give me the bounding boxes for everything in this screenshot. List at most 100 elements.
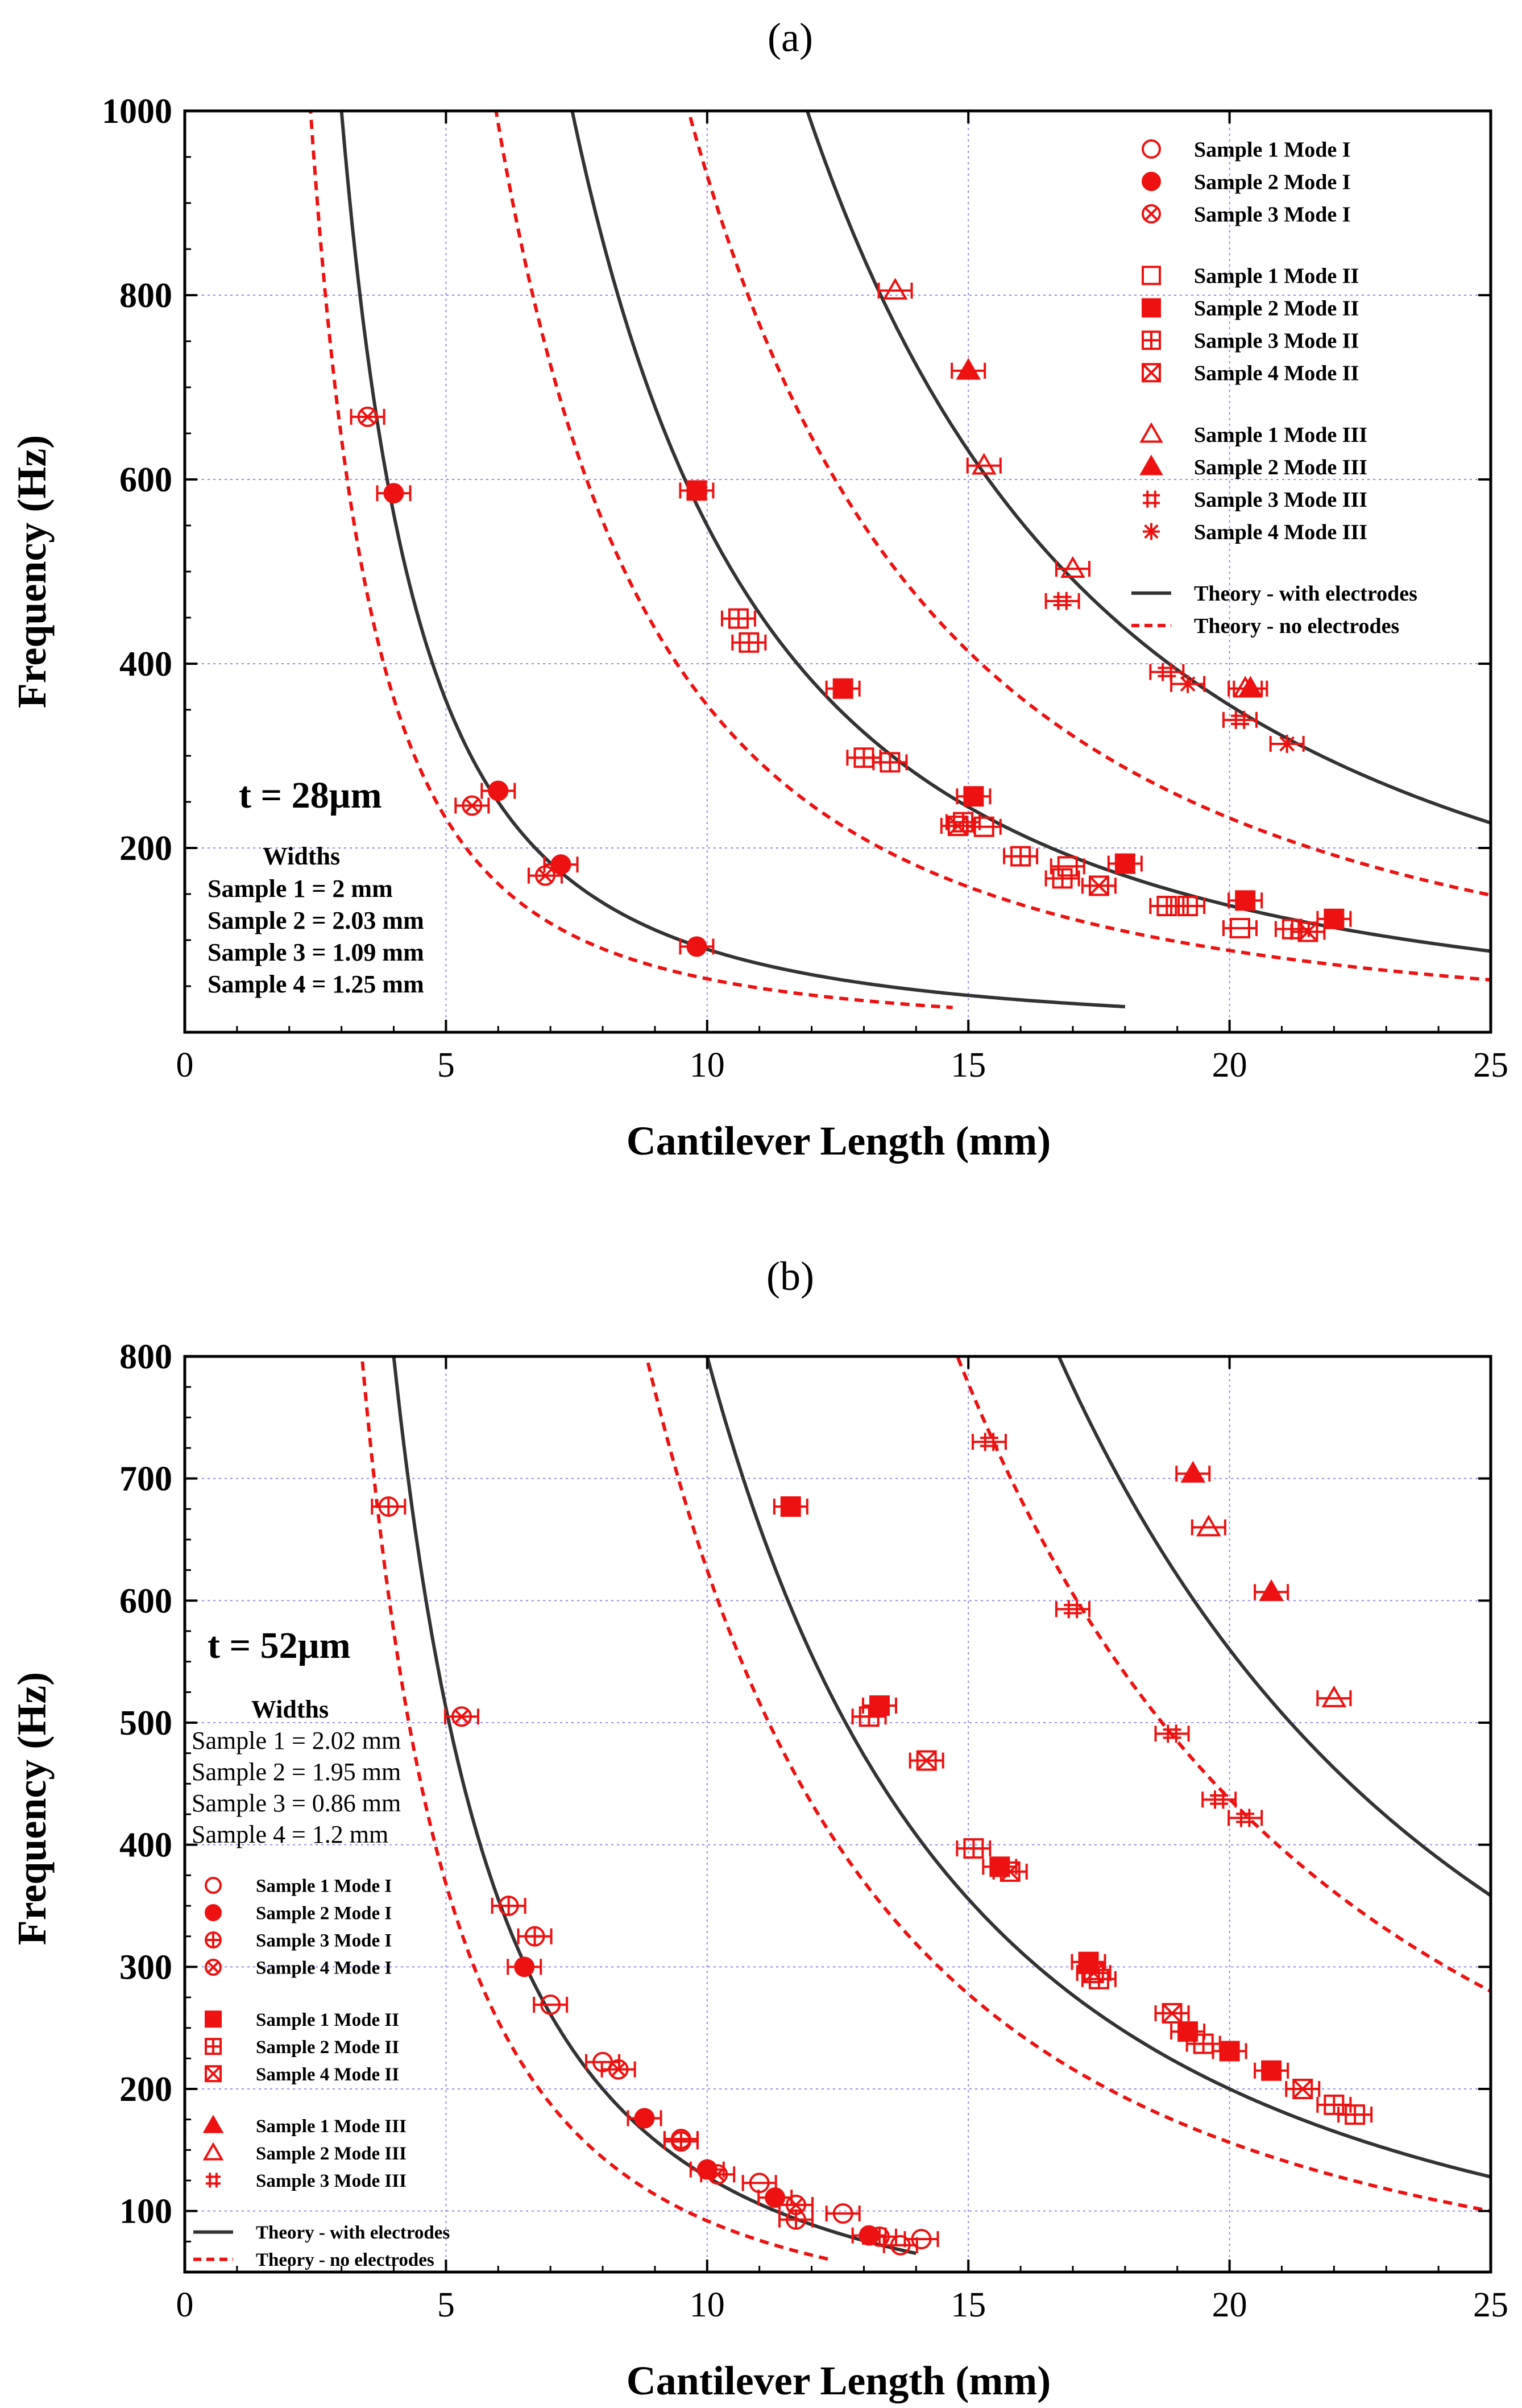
data-point-sample-3-mode-ii [1052, 868, 1073, 889]
legend-label: Theory - with electrodes [256, 2223, 450, 2243]
panel-b-ticks: 0 5 10 15 20 25 100 200 300 400 500 600 700 800 [119, 1338, 1508, 2324]
legend-item: Sample 1 Mode I [1142, 138, 1351, 162]
y-tick-label: 800 [119, 1338, 172, 1376]
data-point-sample-3-mode-iii [1163, 1724, 1181, 1743]
error-bar [825, 2205, 861, 2221]
data-point-sample-2-mode-ii [832, 678, 853, 699]
x-tick-label: 15 [951, 1046, 986, 1085]
theory-curve-no-electrodes [686, 111, 1491, 897]
panel-a-thickness-label: t = 28µm [239, 775, 382, 816]
legend-item: Sample 2 Mode II [205, 2037, 399, 2058]
data-point-sample-2-mode-iii [1196, 1515, 1221, 1537]
legend-marker-square-open [1142, 266, 1161, 286]
data-point-sample-2-mode-ii [963, 1838, 984, 1859]
legend-marker-circle-filled [205, 1904, 222, 1921]
panel-a-grid [185, 111, 1491, 1032]
panel-b-widths-box: Widths Sample 1 = 2.02 mm Sample 2 = 1.9… [192, 1695, 401, 1848]
x-tick-label: 10 [690, 2286, 725, 2324]
legend-marker-circle-filled [1142, 172, 1161, 191]
error-bar [1055, 1601, 1090, 1617]
data-point-sample-4-mode-ii [1000, 1861, 1021, 1882]
legend-label: Theory - no electrodes [256, 2250, 434, 2270]
panel-a-ticks: 0 5 10 15 20 25 200 400 600 800 1000 [102, 92, 1508, 1085]
data-point-sample-2-mode-iii [956, 358, 981, 380]
error-bar [1055, 561, 1090, 577]
data-point-sample-1-mode-iii [1259, 1579, 1284, 1602]
legend-item: Sample 1 Mode III [202, 2115, 407, 2137]
legend-item: Sample 4 Mode I [205, 1958, 392, 1979]
legend-item: Sample 3 Mode III [206, 2171, 407, 2191]
panel-a-x-axis-title: Cantilever Length (mm) [627, 1118, 1051, 1164]
data-point-sample-1-mode-iii [882, 278, 908, 300]
data-point-sample-3-mode-iii [1053, 591, 1072, 610]
legend-item: Sample 2 Mode I [205, 1904, 392, 1924]
panel-b-widths-title: Widths [251, 1695, 329, 1723]
data-point-sample-1-mode-ii [1219, 2041, 1240, 2062]
data-point-sample-2-mode-ii [1324, 2094, 1345, 2115]
panel-a-widths-title: Widths [263, 842, 340, 870]
legend-item: Theory - no electrodes [1131, 614, 1399, 638]
legend-item: Theory - with electrodes [1131, 582, 1417, 606]
data-point-sample-4-mode-i [707, 2164, 728, 2185]
panel-a-label: (a) [768, 15, 813, 60]
panel-b-label: (b) [766, 1253, 814, 1299]
legend-label: Sample 3 Mode I [1194, 202, 1351, 226]
data-point-sample-3-mode-i [378, 1496, 399, 1517]
legend-label: Sample 2 Mode II [256, 2037, 399, 2058]
legend-label: Sample 1 Mode II [256, 2010, 399, 2030]
panel-a-width-line: Sample 3 = 1.09 mm [208, 938, 424, 966]
panel-b-grid [185, 1356, 1491, 2272]
data-point-sample-2-mode-ii [963, 786, 984, 807]
data-point-sample-3-mode-ii [1177, 896, 1198, 917]
data-point-sample-1-mode-ii [1261, 2060, 1282, 2081]
error-bar [1149, 664, 1185, 680]
theory-curve-with-electrodes [705, 1356, 1491, 2179]
panel-b-thickness-label: t = 52µm [208, 1625, 351, 1666]
data-point-sample-2-mode-i [686, 936, 707, 957]
legend-label: Sample 2 Mode III [1194, 456, 1367, 479]
data-point-sample-2-mode-iii [1238, 676, 1263, 698]
legend-label: Sample 3 Mode III [256, 2171, 407, 2191]
panel-b-width-line: Sample 4 = 1.2 mm [192, 1821, 388, 1848]
data-point-sample-1-mode-i [832, 2203, 853, 2224]
error-bar [877, 282, 913, 299]
legend-item: Sample 2 Mode II [1142, 297, 1359, 321]
data-point-sample-2-mode-ii [1345, 2104, 1366, 2125]
x-tick-label: 15 [951, 2286, 986, 2324]
legend-marker-square-plus [1142, 330, 1161, 350]
panel-a-y-axis-title: Frequency (Hz) [9, 435, 55, 709]
legend-item: Sample 4 Mode III [1143, 520, 1367, 544]
theory-curve-no-electrodes [360, 1361, 833, 2262]
error-bar [1191, 1519, 1226, 1536]
y-tick-label: 200 [119, 829, 172, 868]
y-tick-label: 400 [119, 645, 172, 684]
theory-curve-no-electrodes [645, 1356, 1491, 2213]
legend-marker-circle-open [1142, 139, 1161, 159]
legend-item: Sample 1 Mode II [1142, 264, 1359, 288]
theory-curve-with-electrodes [392, 1356, 916, 2256]
legend-label: Sample 3 Mode I [256, 1931, 392, 1951]
x-tick-label: 25 [1473, 2286, 1508, 2324]
legend-label: Sample 1 Mode I [1194, 138, 1351, 162]
data-point-sample-4-mode-ii [947, 816, 968, 837]
y-tick-label: 300 [119, 1948, 172, 1987]
panel-a-width-line: Sample 1 = 2 mm [208, 875, 393, 903]
data-point-sample-2-mode-ii [1114, 853, 1135, 874]
legend-item: Sample 2 Mode I [1142, 170, 1351, 194]
theory-curve-no-electrodes [494, 111, 1491, 982]
x-tick-label: 0 [176, 2286, 194, 2324]
legend-marker-square-filled [1142, 298, 1161, 318]
legend-marker-hash [206, 2173, 221, 2188]
x-tick-label: 0 [176, 1046, 194, 1085]
legend-marker-circle-x [205, 1959, 222, 1976]
error-bar [1154, 1726, 1190, 1742]
data-point-sample-4-mode-ii [1292, 2079, 1313, 2099]
legend-label: Sample 3 Mode III [1194, 488, 1367, 512]
data-point-sample-4-mode-i [785, 2194, 806, 2215]
data-point-sample-1-mode-iii [971, 453, 997, 475]
x-tick-label: 5 [437, 1046, 455, 1085]
data-point-sample-2-mode-ii [686, 480, 707, 501]
error-bar [971, 1434, 1007, 1450]
data-point-sample-1-mode-iii [1180, 1460, 1206, 1483]
